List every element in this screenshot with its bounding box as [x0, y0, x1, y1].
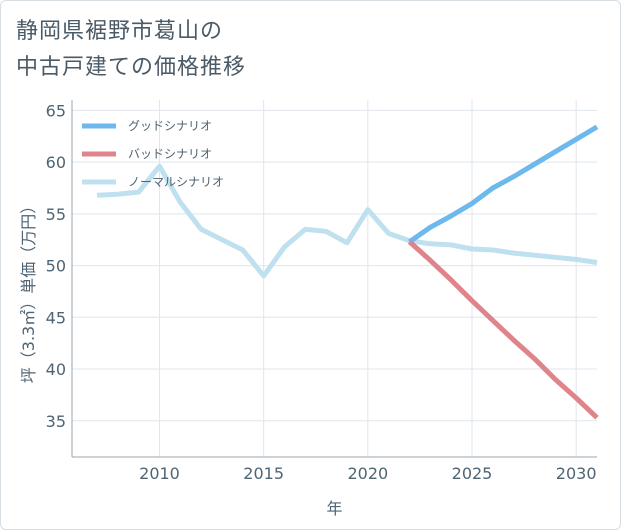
axes	[71, 100, 597, 458]
series-line-1	[407, 239, 599, 420]
series-line-2	[96, 163, 598, 279]
x-tick-label: 2010	[139, 464, 180, 483]
x-tick-label: 2015	[243, 464, 284, 483]
y-tick-label: 65	[46, 101, 66, 120]
grid-lines	[72, 100, 597, 457]
legend-label: バッドシナリオ	[128, 147, 212, 161]
chart-title: 静岡県裾野市葛山の 中古戸建ての価格推移	[16, 14, 246, 86]
chart-title-line-2: 中古戸建ての価格推移	[16, 55, 247, 80]
y-tick-label: 45	[46, 308, 66, 327]
y-tick-label: 50	[46, 257, 66, 276]
tick-labels: 35 40 45 50 55 60 65 2010 2015 2020 2025 2030	[46, 101, 597, 483]
y-tick-label: 35	[46, 412, 66, 431]
series-line-0	[408, 124, 599, 244]
chart-title-line-1: 静岡県裾野市葛山の	[16, 19, 224, 44]
series-layer	[96, 124, 599, 420]
x-tick-label: 2020	[347, 464, 388, 483]
x-tick-label: 2030	[556, 464, 597, 483]
x-tick-label: 2025	[452, 464, 493, 483]
legend-label: ノーマルシナリオ	[128, 175, 224, 189]
y-axis-label: 坪（3.3㎡）単価（万円）	[19, 198, 38, 383]
y-tick-label: 60	[46, 153, 66, 172]
y-tick-label: 55	[46, 205, 66, 224]
x-axis-label: 年	[326, 499, 342, 518]
y-tick-label: 40	[46, 360, 66, 379]
legend-label: グッドシナリオ	[128, 119, 212, 133]
